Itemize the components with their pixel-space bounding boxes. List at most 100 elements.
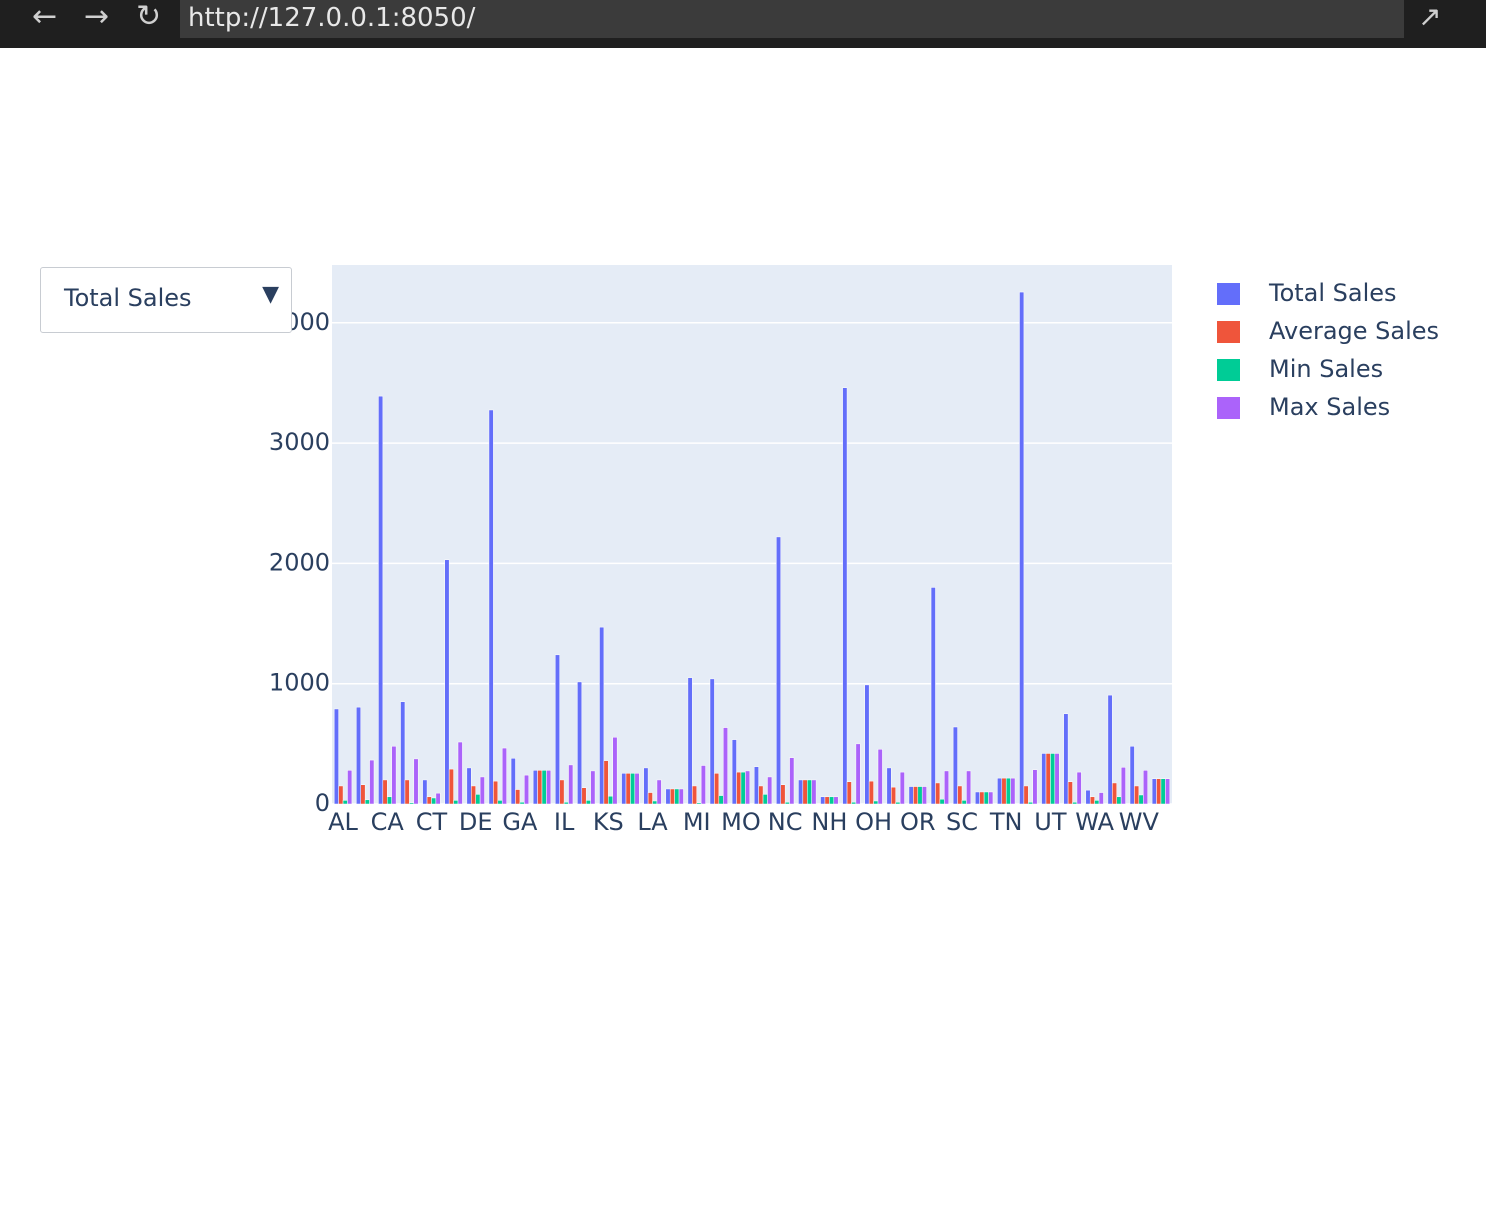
bar bbox=[665, 788, 671, 805]
bar bbox=[630, 773, 636, 805]
reload-button[interactable]: ↻ bbox=[136, 0, 162, 34]
bar bbox=[957, 785, 963, 805]
bar bbox=[577, 681, 583, 805]
bar bbox=[1112, 782, 1117, 805]
bar bbox=[510, 758, 516, 805]
bar bbox=[493, 780, 499, 805]
bar bbox=[382, 779, 388, 805]
bar bbox=[585, 800, 591, 805]
open-external[interactable]: ↗ bbox=[1418, 0, 1442, 33]
bar bbox=[1165, 778, 1171, 805]
legend-swatch bbox=[1217, 359, 1240, 381]
bar bbox=[400, 701, 406, 805]
bar bbox=[944, 770, 949, 805]
bar bbox=[559, 779, 565, 805]
bar bbox=[709, 678, 715, 805]
bar bbox=[767, 776, 773, 805]
bar bbox=[431, 797, 437, 805]
bar bbox=[647, 792, 653, 805]
bar bbox=[966, 770, 972, 805]
bar bbox=[776, 536, 781, 805]
address-bar[interactable]: http://127.0.0.1:8050/ bbox=[180, 0, 1404, 38]
bar bbox=[1120, 767, 1126, 805]
bar bbox=[833, 796, 839, 805]
bar bbox=[921, 786, 927, 805]
x-tick-label: CT bbox=[416, 808, 448, 836]
bar bbox=[501, 747, 507, 805]
y-tick-label: 0 bbox=[315, 789, 330, 817]
x-tick-label: AL bbox=[328, 808, 358, 836]
bar bbox=[988, 791, 994, 805]
bar bbox=[1010, 777, 1016, 805]
bar bbox=[731, 739, 737, 805]
bar bbox=[590, 770, 596, 805]
bar bbox=[700, 765, 706, 805]
bar bbox=[612, 736, 618, 805]
bar bbox=[745, 770, 751, 805]
bar bbox=[877, 749, 883, 805]
bar bbox=[1005, 777, 1011, 805]
bar bbox=[515, 789, 521, 805]
bar bbox=[466, 767, 472, 805]
bar bbox=[868, 780, 874, 805]
bar bbox=[1067, 781, 1073, 805]
bar bbox=[634, 773, 640, 805]
bar bbox=[829, 796, 835, 805]
x-tick-label: OR bbox=[900, 808, 936, 836]
bar bbox=[842, 387, 848, 805]
y-tick-label: 3000 bbox=[269, 428, 330, 456]
bar bbox=[979, 791, 985, 805]
forward-button[interactable]: → bbox=[84, 0, 110, 34]
bar bbox=[762, 794, 768, 805]
bar bbox=[537, 770, 543, 805]
bar bbox=[475, 794, 481, 805]
bar bbox=[873, 800, 879, 805]
x-tick-label: CA bbox=[371, 808, 405, 836]
x-tick-label: DE bbox=[459, 808, 493, 836]
x-tick-label: NC bbox=[768, 808, 803, 836]
bar bbox=[678, 788, 684, 805]
y-tick-label: 1000 bbox=[269, 669, 330, 697]
bar bbox=[479, 776, 485, 805]
dropdown[interactable]: Total Sales ▼ bbox=[40, 267, 292, 333]
dropdown-arrow[interactable]: ▼ bbox=[262, 282, 279, 307]
bar bbox=[1094, 800, 1100, 805]
bar bbox=[568, 764, 574, 805]
bar bbox=[891, 786, 896, 805]
legend-label: Average Sales bbox=[1269, 317, 1439, 345]
bar bbox=[435, 792, 441, 805]
bar bbox=[1028, 801, 1033, 805]
legend-label: Max Sales bbox=[1269, 393, 1390, 421]
bar bbox=[387, 796, 392, 805]
bar bbox=[457, 741, 463, 805]
bar bbox=[524, 774, 529, 805]
x-tick-label: UT bbox=[1034, 808, 1067, 836]
x-tick-label: MI bbox=[683, 808, 711, 836]
bar bbox=[1045, 753, 1051, 805]
dropdown-value: Total Sales bbox=[64, 284, 192, 312]
bar bbox=[952, 726, 958, 805]
bar bbox=[802, 779, 808, 805]
plot-background bbox=[332, 265, 1172, 804]
x-tick-label: WA bbox=[1075, 808, 1114, 836]
bar bbox=[824, 796, 830, 805]
x-tick-label: TN bbox=[989, 808, 1023, 836]
bar bbox=[1063, 713, 1069, 805]
back-button[interactable]: ← bbox=[32, 0, 58, 34]
bar bbox=[1107, 694, 1113, 805]
bar bbox=[453, 800, 459, 805]
legend-swatch bbox=[1217, 397, 1240, 419]
bar bbox=[338, 785, 344, 805]
bar bbox=[687, 677, 693, 805]
bar bbox=[740, 771, 746, 805]
legend-label: Total Sales bbox=[1268, 279, 1397, 307]
bar bbox=[426, 796, 432, 805]
bar bbox=[917, 786, 923, 805]
bar bbox=[608, 795, 613, 805]
bar bbox=[342, 800, 348, 805]
legend-swatch bbox=[1217, 321, 1240, 343]
bar bbox=[864, 684, 870, 805]
bar bbox=[1072, 801, 1078, 805]
bar bbox=[1089, 796, 1095, 805]
